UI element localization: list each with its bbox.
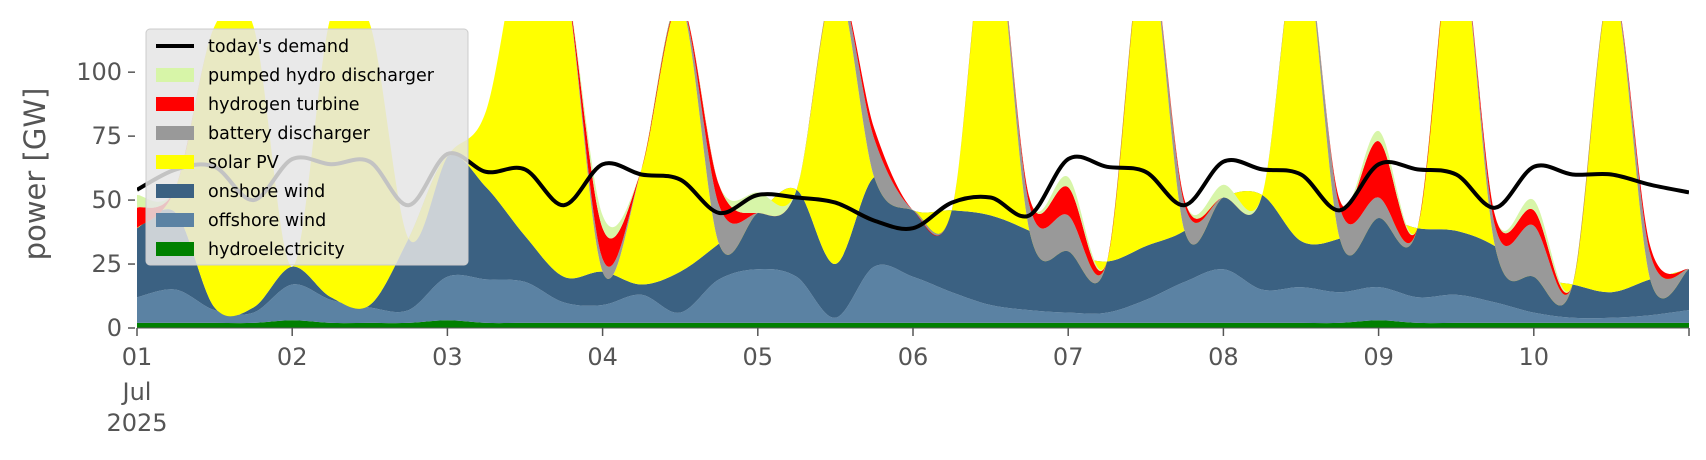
area-hydroelectricity [137, 320, 1689, 328]
legend-swatch-battery-discharger [156, 126, 194, 140]
x-tick-label: 07 [1053, 343, 1084, 371]
x-tick-label: 09 [1363, 343, 1394, 371]
x-tick-label: 02 [277, 343, 308, 371]
legend-label-today-s-demand: today's demand [208, 37, 349, 57]
legend-label-pumped-hydro-discharger: pumped hydro discharger [208, 66, 435, 86]
legend: today's demand pumped hydro discharger hyd… [145, 28, 469, 266]
area-series-group [137, 21, 1689, 328]
legend-label-solar-pv: solar PV [208, 153, 279, 173]
x-sublabel: 2025 [106, 409, 167, 437]
x-axis: 01 02 03 04 05 06 07 08 09 10 Jul 2025 [106, 328, 1690, 437]
legend-frame [145, 28, 469, 266]
legend-swatch-hydrogen-turbine [156, 97, 194, 111]
area-onshore-wind [137, 154, 1689, 319]
y-axis: 0 25 50 75 100 [76, 58, 135, 342]
legend-swatch-pumped-hydro-discharger [156, 68, 194, 82]
x-tick-label: 06 [898, 343, 929, 371]
legend-label-hydrogen-turbine: hydrogen turbine [208, 95, 360, 115]
legend-label-offshore-wind: offshore wind [208, 211, 326, 231]
legend-swatch-offshore-wind [156, 213, 194, 227]
area-hydrogen-turbine [137, 21, 1689, 295]
legend-label-battery-discharger: battery discharger [208, 124, 371, 144]
x-tick-label: 10 [1519, 343, 1550, 371]
area-offshore-wind [137, 264, 1689, 324]
y-tick-label: 0 [107, 314, 122, 342]
area-solar-pv [137, 21, 1689, 317]
y-tick-label: 50 [91, 186, 122, 214]
x-sublabel: Jul [121, 378, 152, 406]
y-axis-label: power [GW] [18, 88, 52, 261]
x-tick-label: 03 [432, 343, 463, 371]
y-tick-label: 100 [76, 58, 122, 86]
legend-swatch-solar-pv [156, 155, 194, 169]
legend-label-onshore-wind: onshore wind [208, 182, 325, 202]
x-tick-label: 01 [122, 343, 153, 371]
x-tick-label: 04 [587, 343, 618, 371]
y-tick-label: 25 [91, 250, 122, 278]
legend-swatch-onshore-wind [156, 184, 194, 198]
x-tick-label: 05 [743, 343, 774, 371]
y-tick-label: 75 [91, 122, 122, 150]
x-tick-label: 08 [1208, 343, 1239, 371]
legend-swatch-hydroelectricity [156, 242, 194, 256]
legend-label-hydroelectricity: hydroelectricity [208, 240, 345, 260]
